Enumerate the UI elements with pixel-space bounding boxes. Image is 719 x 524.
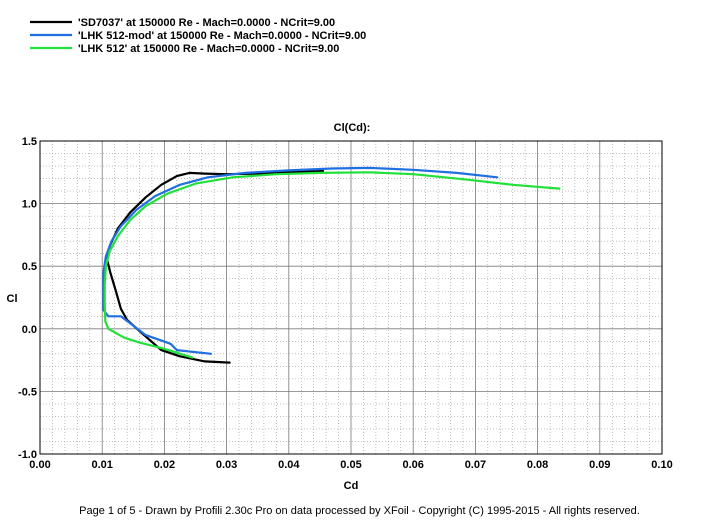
x-tick-label: 0.02 bbox=[154, 459, 175, 471]
x-tick-label: 0.10 bbox=[651, 459, 672, 471]
series-layer bbox=[102, 166, 561, 364]
series-line-2 bbox=[102, 166, 499, 355]
x-tick-label: 0.06 bbox=[402, 459, 423, 471]
x-tick-labels: 0.00 0.01 0.02 0.03 0.04 0.05 0.06 0.07 0.08 0.09… bbox=[29, 459, 672, 471]
y-tick-label: 0.5 bbox=[22, 261, 37, 273]
y-tick-label: -1.0 bbox=[18, 449, 37, 461]
x-tick-label: 0.05 bbox=[340, 459, 361, 471]
x-tick-label: 0.08 bbox=[527, 459, 548, 471]
x-tick-label: 0.00 bbox=[29, 459, 50, 471]
y-tick-label: -0.5 bbox=[18, 386, 37, 398]
y-tick-label: 1.5 bbox=[22, 136, 37, 148]
x-axis-label: Cd bbox=[344, 480, 359, 492]
x-tick-label: 0.04 bbox=[278, 459, 300, 471]
legend-label-3: 'LHK 512' at 150000 Re - Mach=0.0000 - N… bbox=[78, 43, 339, 55]
legend: 'SD7037' at 150000 Re - Mach=0.0000 - NC… bbox=[30, 17, 366, 55]
legend-label-2: 'LHK 512-mod' at 150000 Re - Mach=0.0000… bbox=[78, 30, 366, 42]
x-tick-label: 0.09 bbox=[589, 459, 610, 471]
y-axis-label: Cl bbox=[7, 293, 18, 305]
series-line-3 bbox=[103, 171, 561, 359]
x-tick-label: 0.03 bbox=[216, 459, 237, 471]
x-tick-label: 0.07 bbox=[465, 459, 486, 471]
plot-frame bbox=[39, 140, 663, 455]
major-grid bbox=[39, 140, 663, 455]
y-tick-label: 0.0 bbox=[22, 324, 37, 336]
minor-grid bbox=[40, 141, 662, 454]
legend-label-1: 'SD7037' at 150000 Re - Mach=0.0000 - NC… bbox=[78, 17, 335, 29]
chart-title: Cl(Cd): bbox=[334, 122, 371, 134]
y-tick-label: 1.0 bbox=[22, 199, 37, 211]
footer-text: Page 1 of 5 - Drawn by Profili 2.30c Pro… bbox=[79, 505, 640, 517]
x-tick-label: 0.01 bbox=[91, 459, 112, 471]
y-tick-labels: -1.0 -0.5 0.0 0.5 1.0 1.5 bbox=[18, 136, 37, 461]
